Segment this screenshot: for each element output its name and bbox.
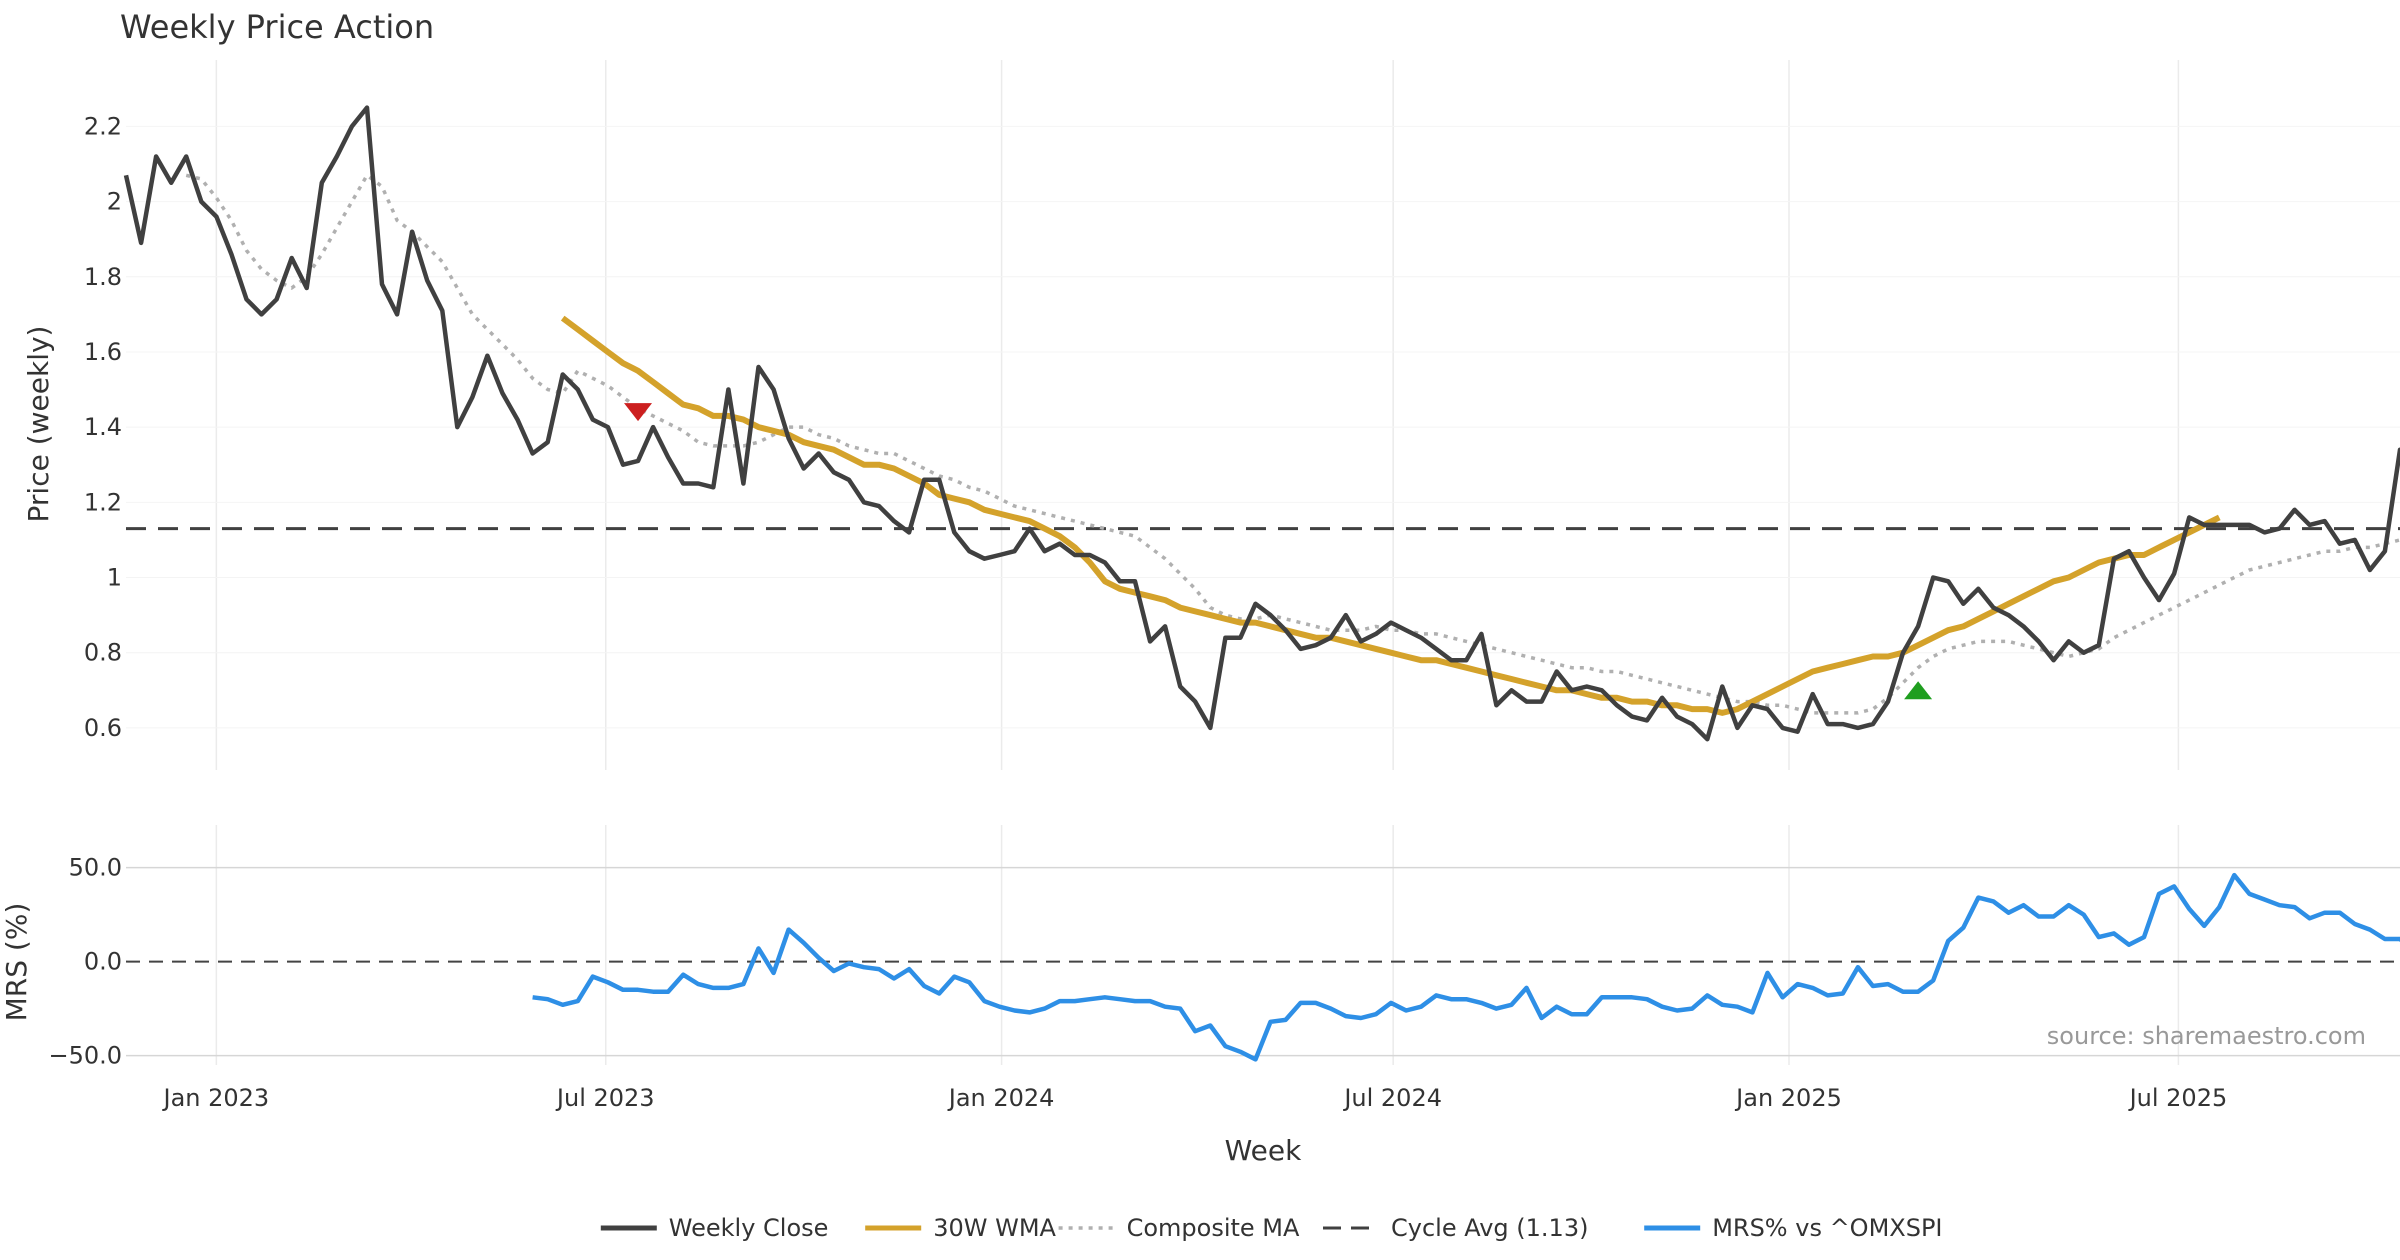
legend-item: Cycle Avg (1.13) <box>1323 1214 1588 1242</box>
price-y-tick-label: 1.4 <box>84 413 122 441</box>
x-tick-label: Jul 2023 <box>555 1084 655 1112</box>
price-y-ticks: 0.6 0.8 1 1.2 1.4 1.6 1.8 2 2.2 <box>84 112 122 742</box>
x-tick-label: Jan 2023 <box>162 1084 270 1112</box>
legend-item: 30W WMA <box>865 1214 1057 1242</box>
price-y-tick-label: 0.6 <box>84 714 122 742</box>
x-tick-label: Jul 2025 <box>2128 1084 2228 1112</box>
legend-label: Weekly Close <box>669 1214 829 1242</box>
wma-30w-line <box>560 315 2221 716</box>
chart-title: Weekly Price Action <box>120 8 434 46</box>
mrs-y-tick-label: 50.0 <box>69 854 122 882</box>
price-y-tick-label: 1 <box>107 564 122 592</box>
mrs-y-tick-label: 0.0 <box>84 948 122 976</box>
x-axis-label: Week <box>1225 1134 1302 1167</box>
source-annotation: source: sharemaestro.com <box>2047 1022 2366 1050</box>
mrs-y-ticks: −50.0 0.0 50.0 <box>48 854 122 1070</box>
legend-item: Composite MA <box>1058 1214 1300 1242</box>
price-y-tick-label: 2 <box>107 188 122 216</box>
x-tick-label: Jan 2024 <box>947 1084 1055 1112</box>
legend-item: Weekly Close <box>600 1214 829 1242</box>
mrs-y-axis-label: MRS (%) <box>0 903 33 1022</box>
legend-label: 30W WMA <box>933 1214 1056 1242</box>
mrs-y-tick-label: −50.0 <box>48 1042 122 1070</box>
legend-item: MRS% vs ^OMXSPI <box>1644 1214 1943 1242</box>
sell-signal-marker <box>624 403 653 422</box>
price-series <box>123 105 2400 742</box>
mrs-line <box>532 872 2400 1062</box>
price-y-tick-label: 1.6 <box>84 338 122 366</box>
price-y-tick-label: 1.2 <box>84 488 122 516</box>
x-axis-ticks: Jan 2023 Jul 2023 Jan 2024 Jul 2024 Jan 2025… <box>162 1084 2228 1112</box>
mrs-series <box>532 872 2400 1062</box>
legend-label: MRS% vs ^OMXSPI <box>1712 1214 1942 1242</box>
price-gridlines <box>126 60 2400 770</box>
price-y-tick-label: 0.8 <box>84 639 122 667</box>
buy-signal-marker <box>1904 681 1933 700</box>
legend-label: Composite MA <box>1127 1214 1300 1242</box>
x-tick-label: Jul 2024 <box>1342 1084 1442 1112</box>
mrs-gridlines <box>126 825 2400 1065</box>
legend-label: Cycle Avg (1.13) <box>1391 1214 1588 1242</box>
signal-markers <box>624 403 1933 700</box>
price-y-tick-label: 2.2 <box>84 112 122 140</box>
price-y-tick-label: 1.8 <box>84 263 122 291</box>
legend: Weekly Close 30W WMA Composite MA Cycle Avg… <box>600 1214 1943 1242</box>
price-y-axis-label: Price (weekly) <box>22 326 55 523</box>
weekly-close-line <box>123 105 2400 742</box>
x-tick-label: Jan 2025 <box>1734 1084 1842 1112</box>
